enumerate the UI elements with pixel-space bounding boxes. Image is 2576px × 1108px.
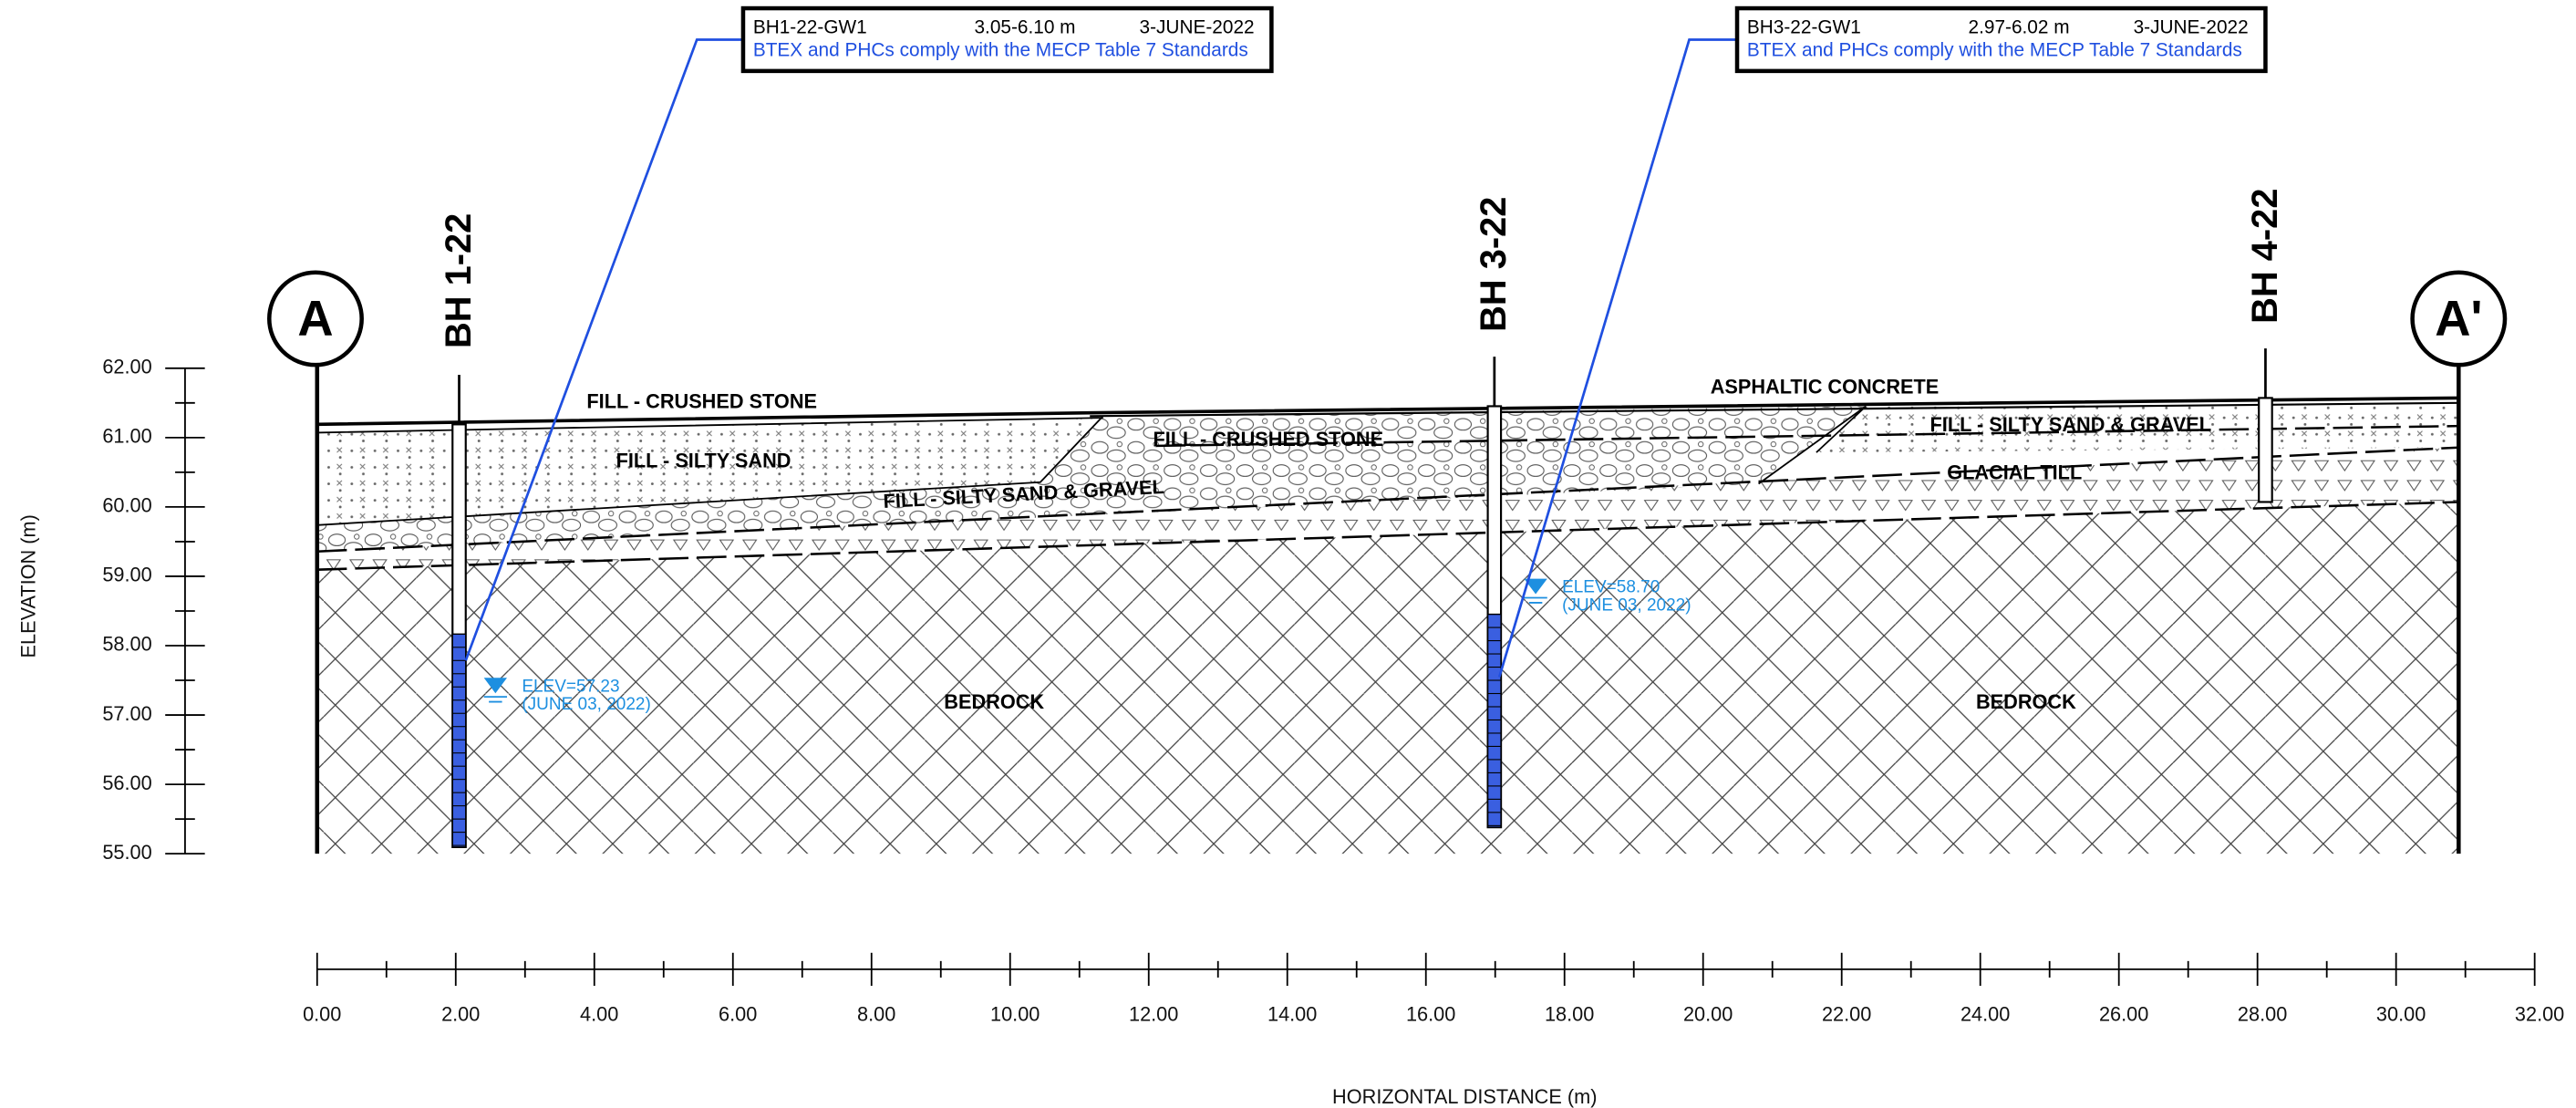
layer-label: BEDROCK: [944, 690, 1044, 713]
y-tick-label: 59.00: [102, 564, 151, 586]
water-level-elev: ELEV=57.23: [522, 677, 619, 696]
y-tick-label: 57.00: [102, 702, 151, 725]
cross-section: A A' ELEVATION (m) HORIZONTAL DISTANCE (…: [0, 0, 2576, 1108]
y-tick-label: 60.00: [102, 494, 151, 517]
callout-sample: BH1-22-GW1: [753, 16, 867, 37]
x-tick-label: 32.00: [2515, 1002, 2564, 1025]
y-tick-label: 56.00: [102, 771, 151, 794]
y-tick-label: 61.00: [102, 425, 151, 448]
callout-depth: 3.05-6.10 m: [974, 16, 1075, 37]
water-level-elev: ELEV=58.70: [1562, 578, 1660, 597]
section-label: A': [2435, 290, 2482, 346]
callout-sample: BH3-22-GW1: [1747, 16, 1861, 37]
water-level-date: (JUNE 03, 2022): [1562, 596, 1691, 616]
x-tick-label: 22.00: [1822, 1002, 1871, 1025]
x-tick-label: 14.00: [1267, 1002, 1317, 1025]
borehole-label: BH 1-22: [439, 213, 479, 348]
layer-label: BEDROCK: [1976, 690, 2076, 713]
y-tick-label: 58.00: [102, 633, 151, 656]
callout-depth: 2.97-6.02 m: [1969, 16, 2070, 37]
borehole: [2259, 398, 2271, 502]
x-tick-label: 10.00: [990, 1002, 1040, 1025]
x-tick-label: 18.00: [1545, 1002, 1594, 1025]
layer-label: FILL - SILTY SAND & GRAVEL: [1930, 413, 2212, 436]
y-axis-title: ELEVATION (m): [16, 514, 39, 658]
layer-label: ASPHALTIC CONCRETE: [1711, 375, 1940, 398]
x-tick-label: 4.00: [580, 1002, 618, 1025]
callout-date: 3-JUNE-2022: [1140, 16, 1255, 37]
x-tick-label: 12.00: [1129, 1002, 1178, 1025]
borehole-label: BH 3-22: [1474, 197, 1514, 332]
strata: A A': [269, 273, 2505, 854]
x-tick-label: 16.00: [1406, 1002, 1455, 1025]
callout-date: 3-JUNE-2022: [2134, 16, 2249, 37]
x-tick-label: 0.00: [303, 1002, 341, 1025]
water-level-date: (JUNE 03, 2022): [522, 695, 651, 714]
x-tick-label: 6.00: [719, 1002, 757, 1025]
x-axis-title: HORIZONTAL DISTANCE (m): [1332, 1085, 1597, 1108]
x-tick-label: 28.00: [2238, 1002, 2287, 1025]
x-tick-label: 20.00: [1683, 1002, 1733, 1025]
borehole-label: BH 4-22: [2245, 189, 2285, 324]
layer-label: GLACIAL TILL: [1947, 461, 2082, 483]
x-tick-label: 2.00: [441, 1002, 480, 1025]
y-tick-label: 62.00: [102, 356, 151, 378]
callout-result: BTEX and PHCs comply with the MECP Table…: [1747, 40, 2242, 61]
well-screen: [452, 634, 465, 847]
section-label: A: [297, 290, 333, 346]
well-screen: [1488, 615, 1501, 828]
x-tick-label: 24.00: [1960, 1002, 2010, 1025]
layer-label: FILL - CRUSHED STONE: [1153, 428, 1383, 450]
callout-result: BTEX and PHCs comply with the MECP Table…: [753, 40, 1248, 61]
layer-label: FILL - CRUSHED STONE: [586, 390, 817, 413]
layer-label: FILL - SILTY SAND: [616, 450, 791, 472]
x-tick-label: 8.00: [857, 1002, 895, 1025]
page: { "section": {"start_label": "A", "end_l…: [0, 0, 2576, 1108]
y-tick-label: 55.00: [102, 841, 151, 864]
x-tick-label: 30.00: [2376, 1002, 2426, 1025]
x-tick-label: 26.00: [2099, 1002, 2148, 1025]
